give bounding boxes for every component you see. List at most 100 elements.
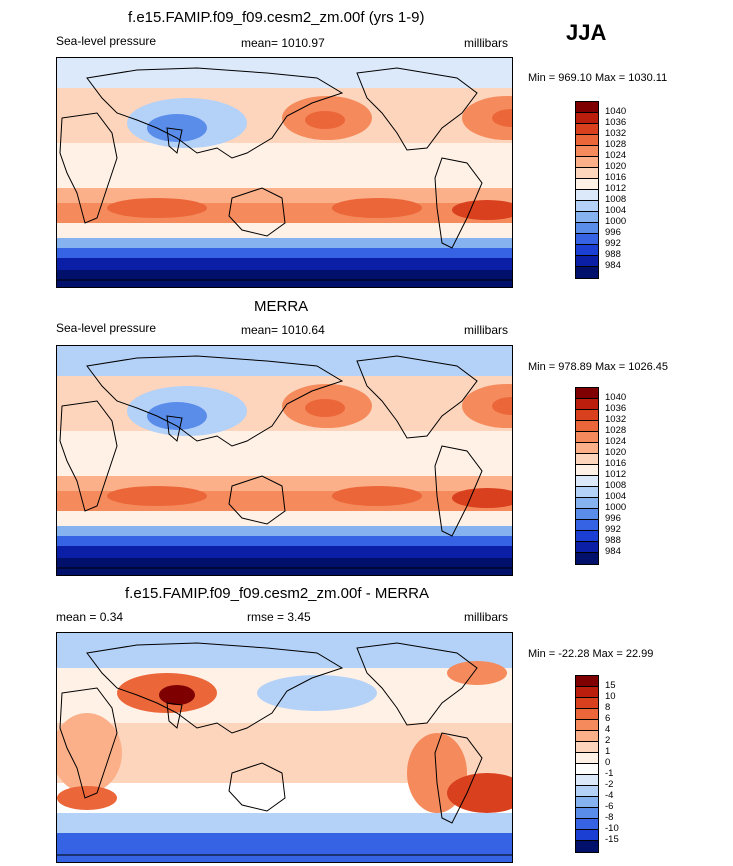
colorbar-swatch [576, 146, 598, 157]
colorbar-swatch [576, 498, 598, 509]
colorbar-swatch [576, 698, 598, 709]
contour-band [57, 238, 512, 248]
colorbar-swatch [576, 256, 598, 267]
contour-region [452, 200, 512, 220]
contour-region [57, 786, 117, 810]
colorbar-tick-label: 1028 [605, 425, 627, 436]
colorbar-swatch [576, 742, 598, 753]
panel-2-title: MERRA [254, 298, 309, 315]
panel-2-map [56, 345, 513, 576]
colorbar-tick-label: 1 [605, 746, 611, 757]
panel-3-colorbar [575, 675, 599, 853]
contour-region [462, 384, 512, 428]
colorbar-tick-label: 988 [605, 535, 621, 546]
colorbar-tick-label: 10 [605, 691, 616, 702]
colorbar-swatch [576, 223, 598, 234]
panel-1-mean-label: mean= 1010.97 [241, 36, 325, 50]
contour-band [57, 633, 512, 668]
colorbar-swatch [576, 841, 598, 852]
contour-band [57, 143, 512, 188]
panel-3-title: f.e15.FAMIP.f09_f09.cesm2_zm.00f - MERRA [125, 585, 430, 602]
colorbar-tick-label: 15 [605, 680, 616, 691]
colorbar-swatch [576, 542, 598, 553]
colorbar-tick-label: 1036 [605, 403, 627, 414]
colorbar-swatch [576, 797, 598, 808]
panel-1-units-label: millibars [464, 36, 509, 50]
panel-2-mean-label: mean= 1010.64 [241, 323, 325, 337]
colorbar-swatch [576, 157, 598, 168]
colorbar-tick-label: 1040 [605, 106, 627, 117]
colorbar-swatch [576, 135, 598, 146]
colorbar-swatch [576, 113, 598, 124]
contour-region [57, 713, 122, 793]
colorbar-swatch [576, 476, 598, 487]
colorbar-tick-label: 1024 [605, 150, 627, 161]
panel-2-colorbar [575, 387, 599, 565]
contour-band [57, 536, 512, 546]
coastline [356, 355, 478, 439]
coastline [166, 415, 183, 442]
colorbar-tick-label: -15 [605, 834, 619, 845]
contour-band [57, 248, 512, 258]
colorbar-tick-label: -10 [605, 823, 619, 834]
contour-region [147, 402, 207, 430]
panel-1-variable-label: Sea-level pressure [56, 34, 157, 48]
colorbar-tick-label: 1016 [605, 172, 627, 183]
panel-1-minmax: Min = 969.10 Max = 1030.11 [528, 72, 668, 84]
colorbar-swatch [576, 410, 598, 421]
colorbar-swatch [576, 819, 598, 830]
colorbar-swatch [576, 168, 598, 179]
coastline [59, 112, 118, 224]
colorbar-tick-label: 8 [605, 702, 611, 713]
coastline [228, 762, 286, 812]
colorbar-swatch [576, 399, 598, 410]
coastline [228, 187, 286, 237]
colorbar-tick-label: -1 [605, 768, 614, 779]
colorbar-swatch [576, 190, 598, 201]
coastline [86, 67, 344, 159]
colorbar-tick-label: -4 [605, 790, 614, 801]
colorbar-swatch [576, 201, 598, 212]
panel-1-contour-plot [57, 58, 512, 287]
contour-region [447, 773, 512, 813]
coastline [356, 642, 478, 726]
coastline-outline [57, 355, 512, 569]
contour-region [332, 198, 422, 218]
colorbar-tick-label: 984 [605, 546, 621, 557]
contour-region [492, 397, 512, 415]
colorbar-swatch [576, 454, 598, 465]
panel-3-minmax: Min = -22.28 Max = 22.99 [528, 648, 654, 660]
colorbar-swatch [576, 234, 598, 245]
contour-region [332, 486, 422, 506]
contour-band [57, 58, 512, 88]
colorbar-swatch [576, 720, 598, 731]
colorbar-swatch [576, 421, 598, 432]
colorbar-tick-label: 1032 [605, 128, 627, 139]
colorbar-swatch [576, 443, 598, 454]
colorbar-tick-label: 1032 [605, 414, 627, 425]
colorbar-swatch [576, 509, 598, 520]
panel-2-contour-plot [57, 346, 512, 575]
colorbar-swatch [576, 102, 598, 113]
coastline [86, 355, 344, 447]
coastline [434, 732, 483, 824]
coastline [59, 687, 118, 799]
colorbar-tick-label: 992 [605, 524, 621, 535]
colorbar-tick-label: 1012 [605, 469, 627, 480]
contour-region [452, 488, 512, 508]
contour-region [107, 198, 207, 218]
colorbar-tick-label: -6 [605, 801, 614, 812]
contour-band [57, 270, 512, 287]
colorbar-tick-label: 1016 [605, 458, 627, 469]
colorbar-swatch [576, 553, 598, 564]
colorbar-swatch [576, 786, 598, 797]
colorbar-swatch [576, 808, 598, 819]
colorbar-swatch [576, 764, 598, 775]
colorbar-swatch [576, 212, 598, 223]
colorbar-tick-label: 1020 [605, 161, 627, 172]
panel-3-units-label: millibars [464, 610, 509, 624]
coastline-outline [57, 642, 512, 856]
colorbar-tick-label: 4 [605, 724, 611, 735]
contour-band [57, 833, 512, 862]
panel-3-map [56, 632, 513, 863]
